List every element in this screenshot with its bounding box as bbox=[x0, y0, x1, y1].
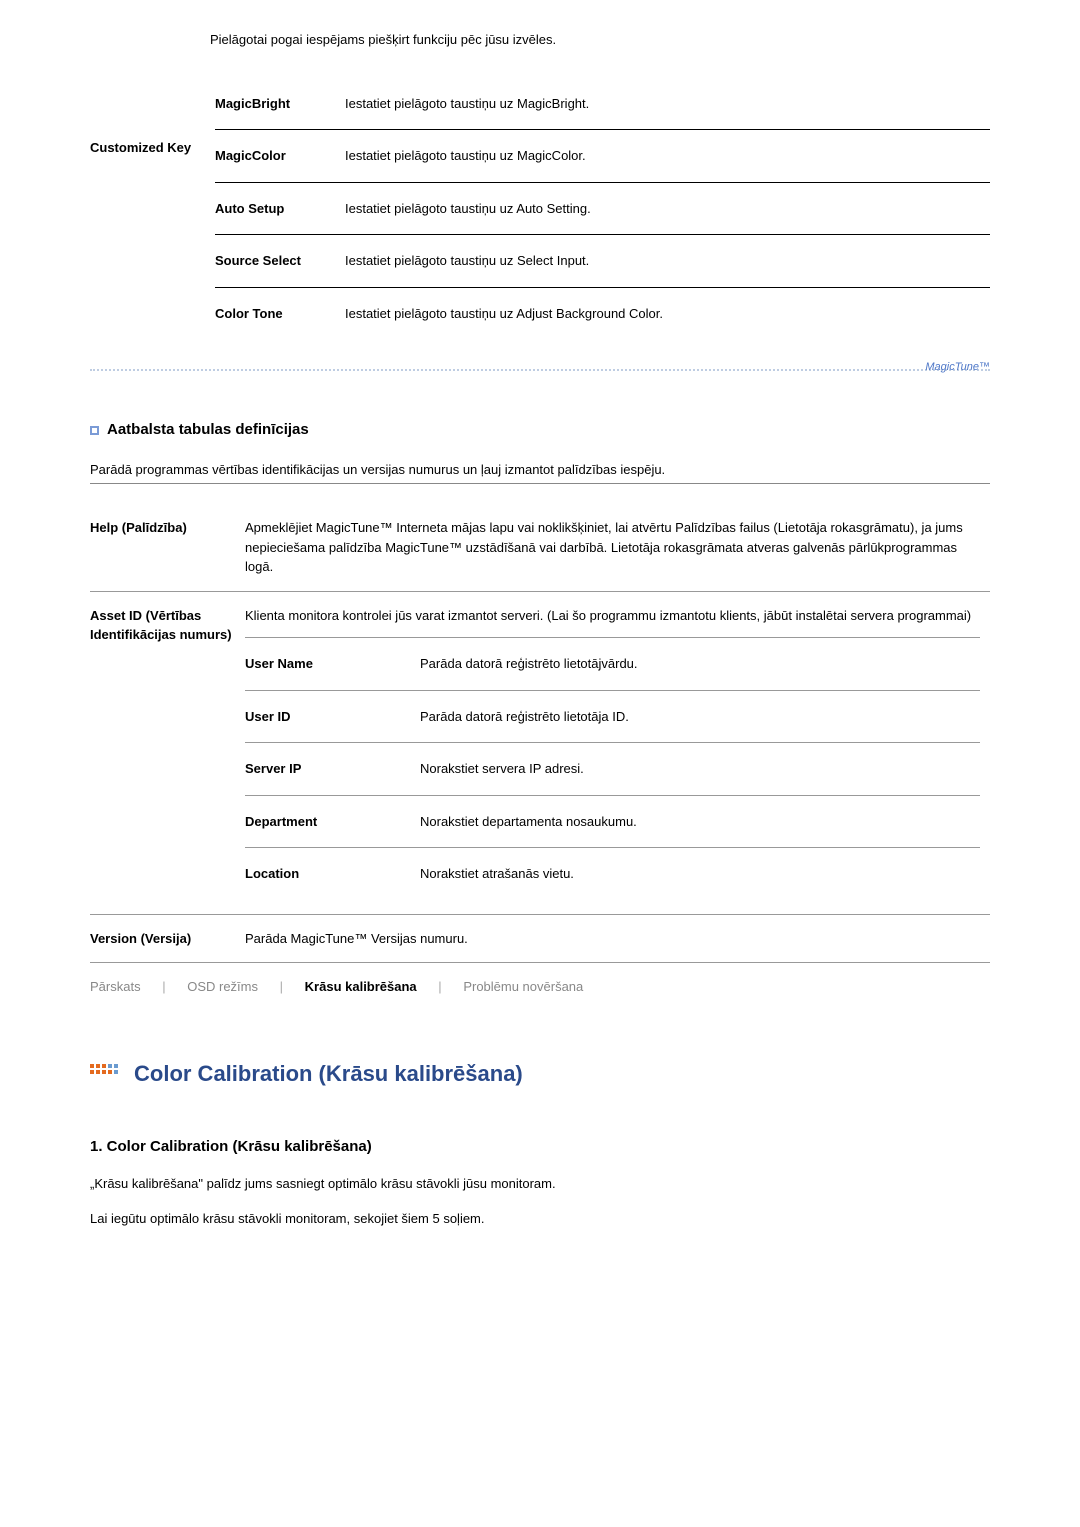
asset-id-label: Asset ID (Vērtības Identifikācijas numur… bbox=[90, 591, 245, 914]
row-desc: Iestatiet pielāgoto taustiņu uz MagicCol… bbox=[345, 130, 990, 183]
row-desc: Iestatiet pielāgoto taustiņu uz Adjust B… bbox=[345, 287, 990, 339]
color-calibration-subheading: 1. Color Calibration (Krāsu kalibrēšana) bbox=[90, 1136, 990, 1159]
sub-row-desc: Parāda datorā reģistrēto lietotājvārdu. bbox=[420, 638, 980, 691]
row-desc: Iestatiet pielāgoto taustiņu uz Auto Set… bbox=[345, 182, 990, 235]
dots-grid-icon bbox=[90, 1064, 122, 1082]
version-label: Version (Versija) bbox=[90, 914, 245, 963]
row-name: MagicBright bbox=[215, 78, 345, 130]
intro-text: Pielāgotai pogai iespējams piešķirt funk… bbox=[210, 30, 990, 50]
sub-row-desc: Norakstiet servera IP adresi. bbox=[420, 743, 980, 796]
paragraph: Lai iegūtu optimālo krāsu stāvokli monit… bbox=[90, 1209, 990, 1230]
row-desc: Iestatiet pielāgoto taustiņu uz MagicBri… bbox=[345, 78, 990, 130]
tab-separator: | bbox=[162, 979, 165, 994]
square-bullet-icon bbox=[90, 426, 99, 435]
asset-id-subtable: User NameParāda datorā reģistrēto lietot… bbox=[245, 637, 980, 900]
customized-key-table: Customized Key MagicBrightIestatiet piel… bbox=[90, 78, 990, 340]
sub-row-desc: Norakstiet departamenta nosaukumu. bbox=[420, 795, 980, 848]
row-desc: Iestatiet pielāgoto taustiņu uz Select I… bbox=[345, 235, 990, 288]
sub-row-desc: Parāda datorā reģistrēto lietotāja ID. bbox=[420, 690, 980, 743]
divider: MagicTune™ bbox=[90, 369, 990, 389]
tab-separator: | bbox=[280, 979, 283, 994]
tabs-nav: Pārskats | OSD režīms | Krāsu kalibrēšan… bbox=[90, 977, 990, 997]
customized-key-label: Customized Key bbox=[90, 78, 215, 340]
version-desc: Parāda MagicTune™ Versijas numuru. bbox=[245, 914, 990, 963]
tab-osd[interactable]: OSD režīms bbox=[187, 979, 258, 994]
section-title-definitions: Aatbalsta tabulas definīcijas bbox=[90, 419, 990, 442]
sub-row-name: Location bbox=[245, 848, 420, 900]
sub-row-name: User ID bbox=[245, 690, 420, 743]
row-name: Auto Setup bbox=[215, 182, 345, 235]
sub-row-desc: Norakstiet atrašanās vietu. bbox=[420, 848, 980, 900]
section-description: Parādā programmas vērtības identifikācij… bbox=[90, 460, 990, 485]
sub-row-name: Department bbox=[245, 795, 420, 848]
definitions-table: Help (Palīdzība) Apmeklējiet MagicTune™ … bbox=[90, 504, 990, 963]
tab-color-calibration[interactable]: Krāsu kalibrēšana bbox=[305, 979, 417, 994]
row-name: Color Tone bbox=[215, 287, 345, 339]
sub-row-name: User Name bbox=[245, 638, 420, 691]
magictune-logo: MagicTune™ bbox=[925, 359, 990, 376]
tab-troubleshooting[interactable]: Problēmu novēršana bbox=[463, 979, 583, 994]
section-title-text: Aatbalsta tabulas definīcijas bbox=[107, 419, 309, 442]
color-calibration-heading-text: Color Calibration (Krāsu kalibrēšana) bbox=[134, 1057, 523, 1090]
help-desc: Apmeklējiet MagicTune™ Interneta mājas l… bbox=[245, 504, 990, 591]
sub-row-name: Server IP bbox=[245, 743, 420, 796]
tab-separator: | bbox=[438, 979, 441, 994]
tab-overview[interactable]: Pārskats bbox=[90, 979, 141, 994]
color-calibration-heading: Color Calibration (Krāsu kalibrēšana) bbox=[90, 1057, 990, 1090]
help-label: Help (Palīdzība) bbox=[90, 504, 245, 591]
asset-id-desc: Klienta monitora kontrolei jūs varat izm… bbox=[245, 606, 980, 626]
row-name: Source Select bbox=[215, 235, 345, 288]
paragraph: „Krāsu kalibrēšana" palīdz jums sasniegt… bbox=[90, 1174, 990, 1195]
customized-key-rows: MagicBrightIestatiet pielāgoto taustiņu … bbox=[215, 78, 990, 340]
row-name: MagicColor bbox=[215, 130, 345, 183]
